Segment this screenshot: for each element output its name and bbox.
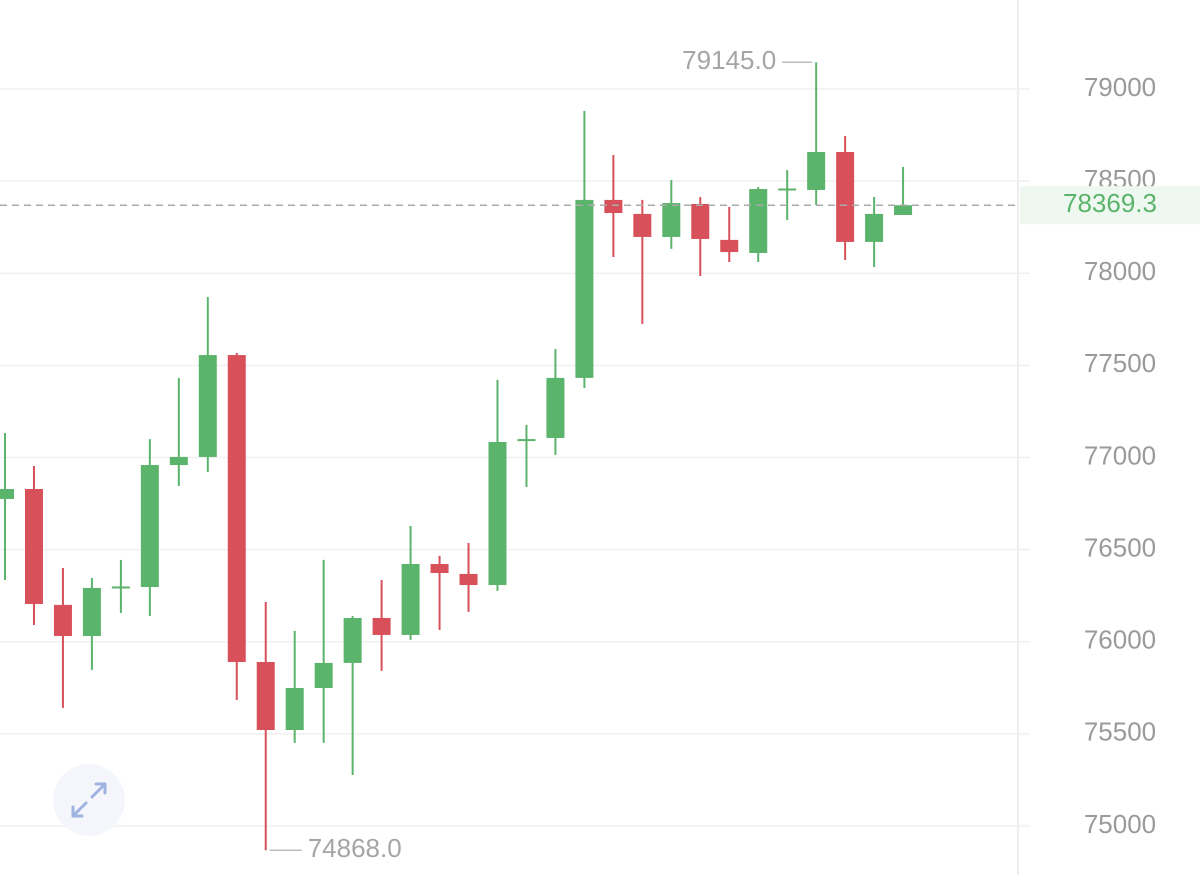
candle-body [894,205,913,216]
y-tick-label: 77000 [1084,440,1156,470]
candle-body [227,355,246,663]
y-tick-label: 76000 [1084,625,1156,655]
current-price-label: 78369.3 [1063,188,1157,218]
candle-body [343,617,362,663]
candle-body [430,563,449,574]
y-tick-label: 75000 [1084,809,1156,839]
candle-body [807,152,826,190]
current-price-tag [1020,186,1200,225]
candle-body [24,488,43,604]
candle-body [778,188,797,191]
candle-body [836,152,855,242]
y-tick-label: 79000 [1084,72,1156,102]
y-tick-label: 75500 [1084,717,1156,747]
candle-body [140,465,159,588]
candle-body [82,587,101,637]
expand-icon[interactable] [71,782,107,818]
candle-body [575,199,594,378]
candle-body [401,563,420,635]
expand-button-bg[interactable] [53,764,125,836]
candle-body [720,239,739,253]
candle-body [53,604,72,637]
expand-button[interactable] [53,764,125,836]
candle-body [372,617,391,635]
y-tick-label: 76500 [1084,532,1156,562]
candle-body [488,442,507,585]
candle-body [749,189,768,253]
candle-body [198,355,217,457]
y-tick-label: 78000 [1084,256,1156,286]
candle-body [459,573,478,585]
candle-body [111,586,130,589]
candle-body [546,377,565,438]
candle-body [169,456,188,466]
candle-body [0,488,14,499]
candle-body [662,203,681,237]
annotation-label: 74868.0 [308,833,402,863]
candle-body [633,213,652,237]
y-tick-label: 77500 [1084,348,1156,378]
candle-body [256,662,275,730]
candle-body [604,199,623,213]
candle-body [691,203,710,239]
candle-body [285,687,304,730]
candle-body [865,213,884,242]
candle-body [314,662,333,688]
annotation-label: 79145.0 [682,45,776,75]
candle-body [517,439,536,442]
